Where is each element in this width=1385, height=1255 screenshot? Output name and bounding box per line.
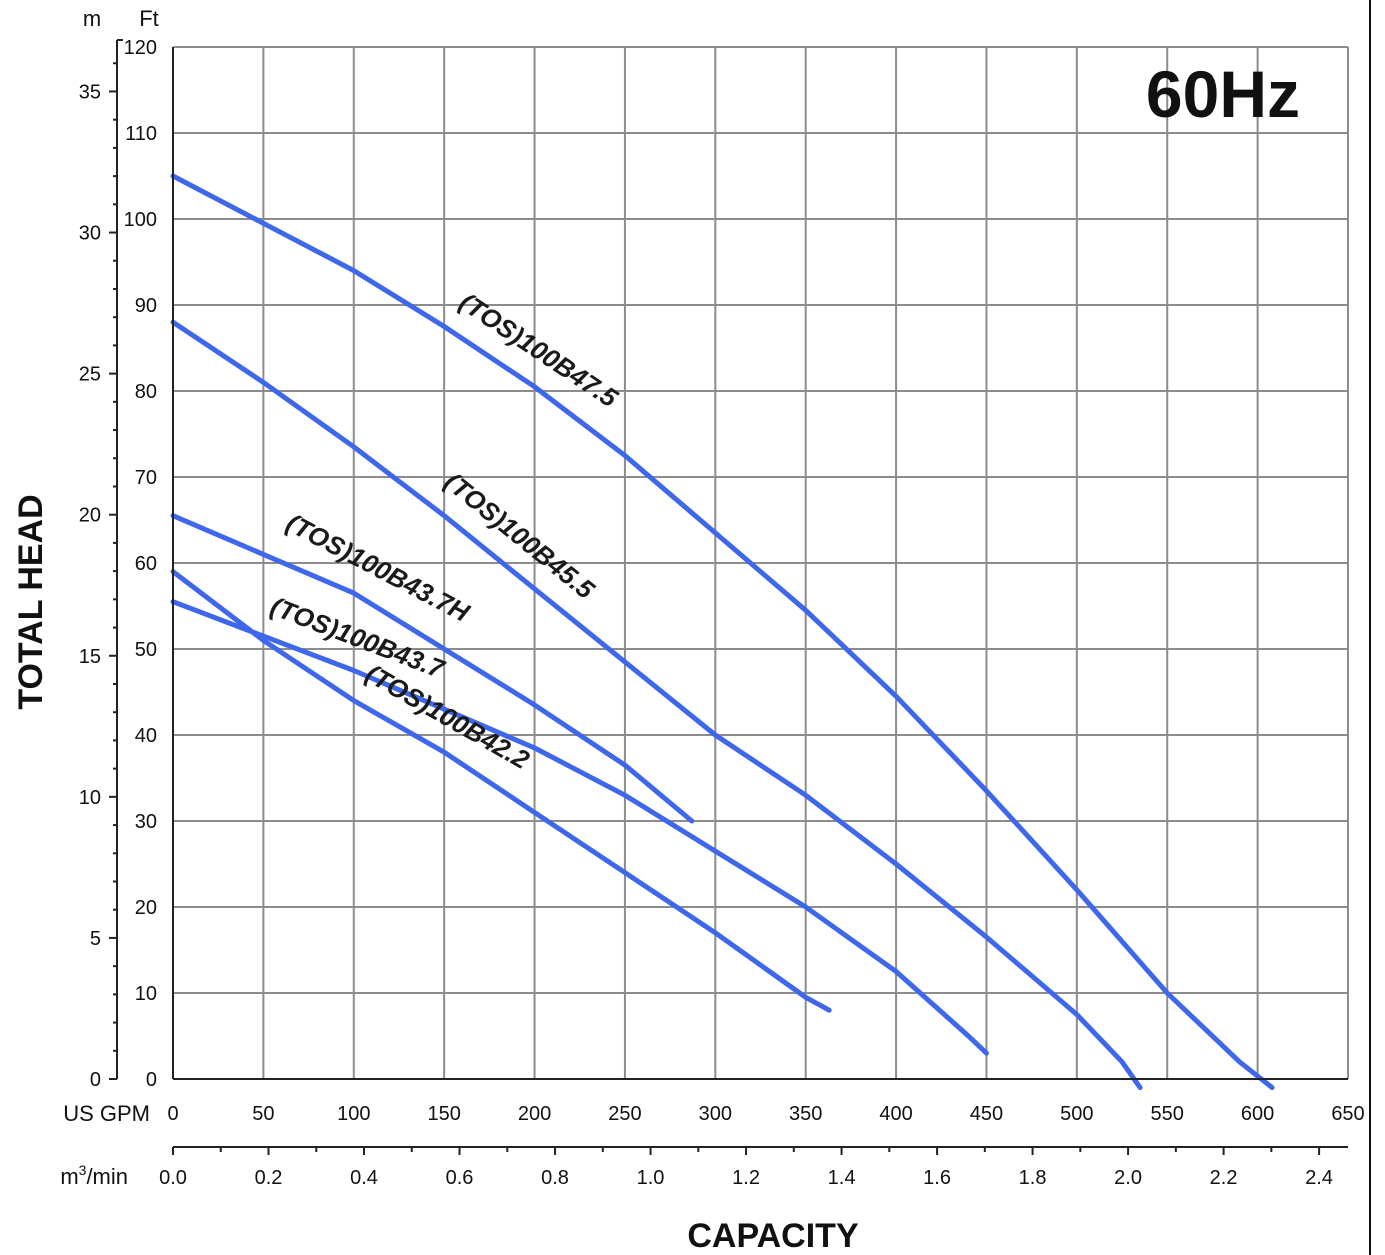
y-secondary-tick-label: 25	[79, 364, 101, 386]
performance-curves	[170, 173, 1275, 1091]
x-primary-tick-label: 550	[1151, 1103, 1184, 1125]
series-line	[170, 513, 695, 824]
x-secondary-tick-label: 1.6	[923, 1167, 951, 1189]
y-primary-tick-label: 70	[135, 467, 157, 489]
curve-label: (TOS)100B45.5	[439, 466, 601, 605]
x-axis-title: CAPACITY	[687, 1217, 859, 1255]
axes: 0 50 100 150 200 250 300 350 400 450 500 550 600 6500…	[79, 0, 1371, 1255]
x-primary-tick-label: 600	[1241, 1103, 1274, 1125]
x-secondary-tick-label: 1.8	[1019, 1167, 1047, 1189]
x-secondary-tick-label: 2.2	[1210, 1167, 1238, 1189]
x-secondary-tick-label: 2.4	[1305, 1167, 1333, 1189]
x-secondary-tick-label: 0.8	[541, 1167, 569, 1189]
y-secondary-tick-label: 5	[90, 928, 101, 950]
grid	[172, 46, 1349, 1080]
x-primary-tick-label: 250	[608, 1103, 641, 1125]
x-secondary-tick-label: 1.2	[732, 1167, 760, 1189]
series-line	[170, 319, 1143, 1091]
frequency-badge: 60Hz	[1146, 57, 1300, 131]
y-secondary-tick-label: 15	[79, 646, 101, 668]
x-secondary-tick-label: 0.2	[255, 1167, 283, 1189]
y-secondary-tick-label: 20	[79, 505, 101, 527]
y-secondary-tick-label: 10	[79, 787, 101, 809]
y-primary-tick-label: 120	[124, 37, 157, 59]
y-primary-tick-label: 110	[125, 123, 157, 145]
x-primary-tick-label: 500	[1060, 1103, 1093, 1125]
x-secondary-unit-base: m	[60, 1164, 78, 1189]
x-secondary-tick-label: 2.0	[1114, 1167, 1142, 1189]
series-line	[170, 599, 989, 1056]
x-primary-tick-label: 650	[1331, 1103, 1364, 1125]
y-primary-tick-label: 80	[135, 381, 157, 403]
y-primary-unit: Ft	[139, 6, 159, 31]
x-secondary-tick-label: 0.0	[159, 1167, 187, 1189]
y-secondary-unit: m	[83, 6, 101, 31]
series-line	[170, 173, 1275, 1091]
x-secondary-tick-label: 1.4	[828, 1167, 856, 1189]
x-secondary-tick-label: 1.0	[637, 1167, 665, 1189]
x-primary-tick-label: 100	[337, 1103, 370, 1125]
y-primary-tick-label: 90	[135, 295, 157, 317]
x-primary-tick-label: 300	[699, 1103, 732, 1125]
y-primary-tick-label: 100	[124, 209, 157, 231]
x-secondary-tick-label: 0.6	[446, 1167, 474, 1189]
y-primary-tick-label: 10	[135, 983, 157, 1005]
y-axis-title: TOTAL HEAD	[12, 494, 50, 709]
y-primary-tick-label: 50	[135, 639, 157, 661]
x-secondary-unit-rest: /min	[86, 1164, 128, 1189]
y-secondary-tick-label: 30	[79, 223, 101, 245]
y-secondary-tick-label: 35	[79, 81, 101, 103]
x-primary-tick-label: 450	[970, 1103, 1003, 1125]
x-primary-tick-label: 0	[167, 1103, 178, 1125]
y-primary-tick-label: 60	[135, 553, 157, 575]
y-primary-tick-label: 30	[135, 811, 157, 833]
x-primary-tick-label: 50	[252, 1103, 274, 1125]
x-primary-tick-label: 200	[518, 1103, 551, 1125]
x-secondary-unit-sup: 3	[79, 1162, 87, 1178]
x-secondary-unit: m3/min	[60, 1162, 128, 1189]
y-primary-tick-label: 20	[135, 897, 157, 919]
x-primary-tick-label: 150	[427, 1103, 460, 1125]
x-primary-tick-label: 350	[789, 1103, 822, 1125]
x-secondary-tick-label: 0.4	[350, 1167, 378, 1189]
y-primary-tick-label: 40	[135, 725, 157, 747]
x-primary-tick-label: 400	[879, 1103, 912, 1125]
x-primary-unit: US GPM	[63, 1101, 150, 1126]
y-primary-tick-label: 0	[146, 1069, 157, 1091]
series-line	[170, 569, 832, 1013]
y-secondary-tick-label: 0	[90, 1069, 101, 1091]
